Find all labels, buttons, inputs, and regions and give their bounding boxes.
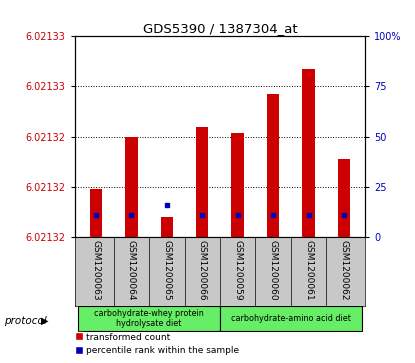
Text: GSM1200066: GSM1200066 [198,240,207,301]
Bar [125,137,138,237]
Text: carbohydrate-amino acid diet: carbohydrate-amino acid diet [231,314,351,323]
Text: GSM1200065: GSM1200065 [162,240,171,301]
Bar [196,127,208,237]
Bar [78,306,220,331]
Text: ▶: ▶ [41,316,48,326]
Text: GSM1200060: GSM1200060 [269,240,278,301]
Bar [161,217,173,237]
Bar [302,69,315,237]
Text: GSM1200059: GSM1200059 [233,240,242,301]
Bar [220,306,361,331]
Text: GSM1200062: GSM1200062 [339,240,349,301]
Text: carbohydrate-whey protein
hydrolysate diet: carbohydrate-whey protein hydrolysate di… [94,309,204,329]
Bar [90,189,102,237]
Bar [338,159,350,237]
Text: GSM1200061: GSM1200061 [304,240,313,301]
Bar [232,133,244,237]
Title: GDS5390 / 1387304_at: GDS5390 / 1387304_at [143,22,297,35]
Text: GSM1200063: GSM1200063 [91,240,100,301]
Text: GSM1200064: GSM1200064 [127,240,136,301]
Bar [267,94,279,237]
Legend: transformed count, percentile rank within the sample: transformed count, percentile rank withi… [76,333,239,355]
Text: protocol: protocol [4,316,47,326]
